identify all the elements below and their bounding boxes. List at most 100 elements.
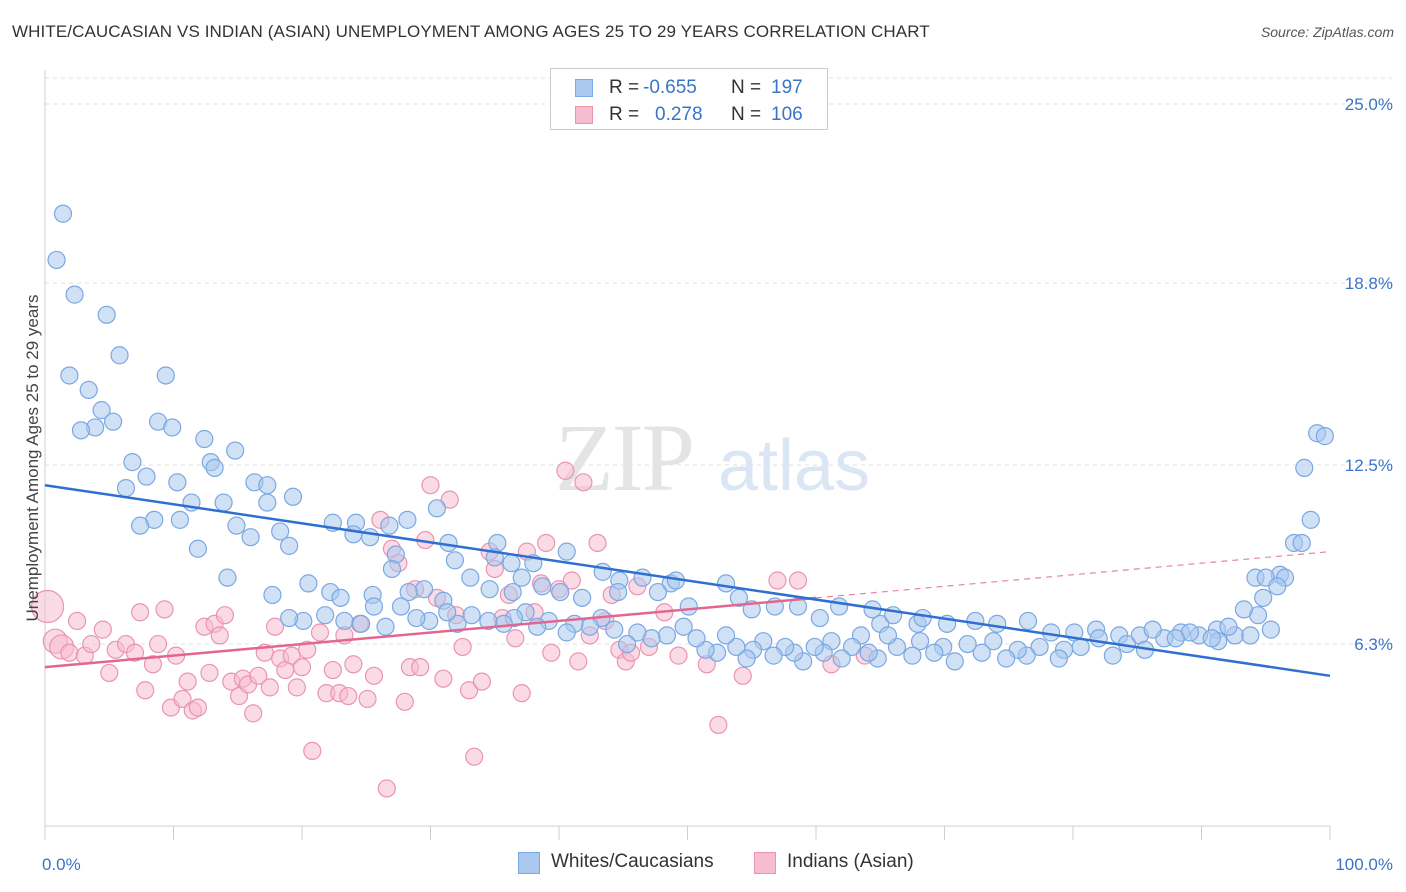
indian-point [130,603,150,622]
white-point [494,614,513,633]
indian-point [298,640,317,659]
indian-point [459,681,479,700]
white-point [618,634,637,654]
indian-point [512,684,531,703]
white-point [830,597,849,616]
white-point [997,649,1016,668]
white-point [104,412,123,431]
white-point [687,629,706,648]
white-point [65,285,84,304]
white-point [1254,588,1273,607]
axes [44,70,1331,840]
white-point [1166,629,1185,648]
indian-point [260,678,279,697]
white-point [438,603,457,622]
white-point [1315,427,1334,446]
white-point [53,204,73,223]
white-point [391,597,411,616]
white-point [903,646,922,665]
white-point [156,366,175,385]
indian-point [542,643,561,662]
white-point [609,582,628,602]
indian-point [155,600,174,619]
white-trend-line [44,483,1331,678]
indian-point [556,461,575,480]
indian-point [574,473,593,492]
white-point [764,646,783,665]
white-point [218,568,237,587]
white-point [299,574,318,593]
chart-title: WHITE/CAUCASIAN VS INDIAN (ASIAN) UNEMPL… [12,22,930,41]
indian-point [453,637,472,657]
white-point [832,649,851,668]
white-point [258,476,277,495]
white-point [130,516,150,535]
indian-trend-line-extended [815,551,1331,599]
white-point [361,528,380,547]
indian-point [68,611,87,631]
white-point [984,632,1003,651]
y-tick-label: 18.8% [1345,274,1393,293]
white-point [47,250,66,270]
indian-point [100,663,119,683]
indian-point [188,698,208,717]
white-point [461,568,480,587]
white-point [241,528,260,547]
correlation-legend: R = -0.655 N = 197 R = 0.278 N = 106 [550,68,828,130]
y-tick-label: 25.0% [1345,95,1393,114]
white-point [205,458,224,477]
r-value: 0.278 [655,104,703,125]
white-point [427,499,447,518]
white-point [448,614,467,633]
indian-point [265,617,285,636]
legend-label: Indians (Asian) [787,851,914,872]
indian-point [377,779,396,798]
indian-point [709,715,728,735]
indian-point [364,666,384,685]
source-label: Source: ZipAtlas.com [1260,24,1394,40]
white-point [878,626,898,645]
white-point [945,652,964,671]
white-point [79,380,98,400]
white-point [1295,458,1314,477]
white-point [573,588,592,607]
white-point [1030,637,1049,657]
white-point [842,637,862,657]
white-point [557,623,576,642]
white-point [503,582,522,602]
white-point [1241,626,1260,645]
indian-point [358,689,377,709]
indian-point [292,658,312,677]
indian-point [788,571,808,590]
white-point [163,418,182,437]
white-point [170,510,190,529]
white-point [1268,577,1287,596]
white-point [364,597,384,616]
white-point [226,441,245,460]
white-point [479,611,498,631]
white-point [195,429,214,449]
indian-swatch [575,106,593,124]
white-point [633,568,652,587]
n-label: N = [731,77,762,98]
indian-point [200,663,219,683]
white-point [648,582,668,602]
r-value: -0.655 [643,77,697,98]
white-point [512,568,531,587]
white-point [958,634,977,654]
indian-point [60,643,79,662]
indian-point [143,655,163,674]
white-point [137,467,156,486]
white-point [123,453,142,472]
white-point [1089,629,1108,648]
trend-lines [44,483,1331,678]
indian-point [395,692,414,711]
white-point [551,582,570,602]
white-point [805,637,824,657]
white-point [528,617,547,636]
white-point [737,649,756,668]
white-point [271,522,290,541]
white-point [414,580,434,599]
x-tick-label-max: 100.0% [1335,855,1393,874]
